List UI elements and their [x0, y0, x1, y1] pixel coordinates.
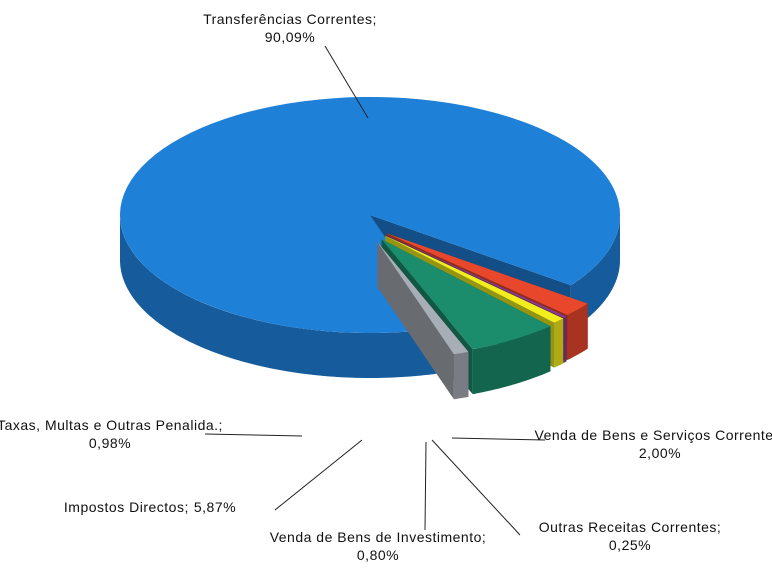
slice-side: [453, 351, 469, 400]
data-label: Taxas, Multas e Outras Penalida.; 0,98%: [0, 417, 223, 451]
slice-side: [567, 303, 588, 361]
slice-wall: [377, 241, 454, 400]
data-label: Venda de Bens e Serviços Correntes; 2,00%: [535, 427, 772, 461]
slice-group: [377, 241, 469, 400]
label-name: Taxas, Multas e Outras Penalida.;: [0, 417, 223, 433]
leader-line: [431, 439, 521, 536]
data-label: Transferências Correntes; 90,09%: [203, 11, 377, 45]
slice: [386, 233, 588, 316]
data-label: Venda de Bens de Investimento; 0,80%: [270, 529, 487, 563]
slice-side: [120, 215, 447, 378]
data-label: Impostos Directos; 5,87%: [64, 499, 236, 515]
leader-line: [324, 45, 369, 119]
slice: [120, 97, 621, 334]
leader-line: [204, 433, 303, 437]
label-value: 0,80%: [357, 547, 399, 563]
slice-side: [472, 326, 551, 395]
label-name: Venda de Bens e Serviços Correntes;: [535, 427, 772, 443]
label-value: 90,09%: [265, 29, 315, 45]
slice: [385, 234, 567, 318]
label-name: Outras Receitas Correntes;: [539, 519, 722, 535]
label-name: Venda de Bens de Investimento;: [270, 529, 487, 545]
slice-side: [570, 215, 620, 331]
data-label: Outras Receitas Correntes; 0,25%: [539, 519, 722, 553]
label-name: Impostos Directos;: [64, 499, 189, 515]
label-name: Transferências Correntes;: [203, 11, 377, 27]
slice: [377, 241, 469, 355]
slice-side: [554, 318, 564, 368]
slice: [385, 235, 564, 323]
leader-line: [274, 439, 363, 511]
leader-line: [424, 441, 427, 531]
label-value: 0,98%: [89, 435, 131, 451]
label-value: 0,25%: [609, 537, 651, 553]
label-value: 2,00%: [639, 445, 681, 461]
slice: [381, 239, 551, 350]
label-value: 5,87%: [194, 499, 236, 515]
leader-line: [451, 437, 546, 441]
slice-side: [563, 316, 567, 363]
